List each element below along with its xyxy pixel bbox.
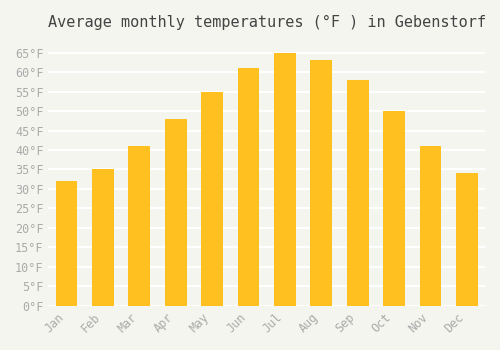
Bar <box>383 111 405 306</box>
Bar <box>310 61 332 306</box>
Title: Average monthly temperatures (°F ) in Gebenstorf: Average monthly temperatures (°F ) in Ge… <box>48 15 486 30</box>
Bar <box>238 68 260 306</box>
Bar <box>128 146 150 306</box>
Bar <box>274 52 296 306</box>
Bar <box>420 146 442 306</box>
Bar <box>165 119 186 306</box>
Bar <box>92 169 114 306</box>
Bar <box>456 173 477 306</box>
Bar <box>56 181 78 306</box>
Bar <box>346 80 368 306</box>
Bar <box>201 92 223 306</box>
